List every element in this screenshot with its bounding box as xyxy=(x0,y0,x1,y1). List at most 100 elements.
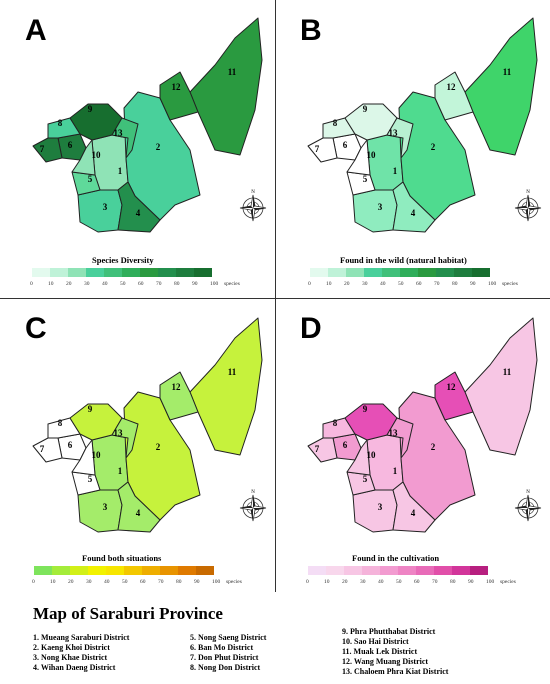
panel-d-caption: Found in the cultivation xyxy=(352,553,440,563)
legend-tick: 70 xyxy=(158,579,164,585)
district-3-region xyxy=(352,489,398,533)
legend-swatch-3 xyxy=(88,566,106,575)
district-9-number: 9 xyxy=(88,404,93,414)
district-6-number: 6 xyxy=(343,140,348,150)
panel-d-legend xyxy=(308,566,488,575)
panel-c-caption: Found both situations xyxy=(82,553,162,563)
district-12-region xyxy=(434,371,474,421)
panel-d-letter: D xyxy=(300,312,322,345)
district-4-number: 4 xyxy=(411,508,416,518)
district-11-region xyxy=(464,317,538,456)
legend-swatch-6 xyxy=(142,566,160,575)
legend-tick: 10 xyxy=(326,281,332,287)
legend-swatch-0 xyxy=(310,268,328,277)
district-12-region xyxy=(159,71,199,121)
district-8-number: 8 xyxy=(58,418,63,428)
district-4-number: 4 xyxy=(411,208,416,218)
legend-swatch-5 xyxy=(400,268,418,277)
district-2-number: 2 xyxy=(431,442,436,452)
district-11-number: 11 xyxy=(228,367,237,377)
legend-swatch-1 xyxy=(52,566,70,575)
legend-tick: 80 xyxy=(450,579,456,585)
district-12-number: 12 xyxy=(447,82,457,92)
legend-swatch-7 xyxy=(158,268,176,277)
legend-tick: 20 xyxy=(344,281,350,287)
district-8-number: 8 xyxy=(333,418,338,428)
district-6-number: 6 xyxy=(343,440,348,450)
district-13-region xyxy=(111,417,139,459)
district-10-number: 10 xyxy=(367,450,377,460)
compass-north-label: N xyxy=(251,490,255,495)
compass-icon: N xyxy=(514,490,542,522)
legend-tick: 50 xyxy=(398,281,404,287)
legend-tick: 10 xyxy=(48,281,54,287)
district-8-number: 8 xyxy=(333,118,338,128)
district-5-number: 5 xyxy=(88,474,93,484)
district-4-number: 4 xyxy=(136,508,141,518)
district-10-number: 10 xyxy=(92,150,102,160)
panel-a-legend-ticks: 0 10 20 30 40 50 60 70 80 90 100 species xyxy=(30,281,240,289)
legend-tick: 10 xyxy=(324,579,330,585)
district-3-region xyxy=(77,189,123,233)
district-4-number: 4 xyxy=(136,208,141,218)
legend-swatch-8 xyxy=(178,566,196,575)
legend-swatch-7 xyxy=(434,566,452,575)
district-2-region xyxy=(398,91,476,221)
legend-tick: 80 xyxy=(452,281,458,287)
panel-a-caption: Species Diversity xyxy=(92,255,154,265)
district-4-region xyxy=(392,181,436,233)
district-11-number: 11 xyxy=(503,67,512,77)
district-11-number: 11 xyxy=(503,367,512,377)
legend-tick: 30 xyxy=(360,579,366,585)
district-1-number: 1 xyxy=(118,466,123,476)
legend-tick: 80 xyxy=(176,579,182,585)
district-list-item: 10. Sao Hai District xyxy=(342,637,409,646)
district-12-number: 12 xyxy=(172,82,182,92)
legend-swatch-1 xyxy=(50,268,68,277)
legend-tick: 90 xyxy=(470,281,476,287)
district-11-number: 11 xyxy=(228,67,237,77)
district-list-item: 4. Wihan Daeng District xyxy=(33,663,116,672)
district-7-number: 7 xyxy=(315,144,320,154)
legend-tick: 100 xyxy=(486,579,495,585)
legend-tick: 70 xyxy=(432,579,438,585)
legend-tick: 0 xyxy=(306,579,309,585)
compass-icon: N xyxy=(239,190,267,222)
district-list-item: 6. Ban Mo District xyxy=(190,643,254,652)
district-13-number: 13 xyxy=(114,128,124,138)
district-2-region xyxy=(398,391,476,521)
district-3-number: 3 xyxy=(103,502,108,512)
legend-tick: 10 xyxy=(50,579,56,585)
district-10-region xyxy=(346,139,371,176)
district-5-number: 5 xyxy=(88,174,93,184)
district-10-number: 10 xyxy=(92,450,102,460)
district-2-region xyxy=(123,391,201,521)
panel-b-legend-ticks: 0 10 20 30 40 50 60 70 80 90 100 species xyxy=(308,281,518,289)
district-7-region xyxy=(32,137,63,163)
district-9-number: 9 xyxy=(363,404,368,414)
district-7-region xyxy=(307,137,338,163)
legend-tick: 90 xyxy=(192,281,198,287)
panel-c-legend xyxy=(34,566,214,575)
compass-north-label: N xyxy=(526,490,530,495)
legend-swatch-8 xyxy=(452,566,470,575)
legend-tick: 70 xyxy=(156,281,162,287)
legend-swatch-5 xyxy=(124,566,142,575)
district-8-number: 8 xyxy=(58,118,63,128)
legend-tick: 60 xyxy=(140,579,146,585)
legend-swatch-3 xyxy=(364,268,382,277)
legend-swatch-6 xyxy=(416,566,434,575)
district-11-region xyxy=(464,17,538,156)
legend-swatch-0 xyxy=(308,566,326,575)
legend-tick: 90 xyxy=(468,579,474,585)
district-7-number: 7 xyxy=(40,444,45,454)
legend-tick: 20 xyxy=(66,281,72,287)
legend-swatch-6 xyxy=(418,268,436,277)
district-2-region xyxy=(123,91,201,221)
district-10-region xyxy=(346,439,371,476)
district-11-region xyxy=(189,317,263,456)
district-3-number: 3 xyxy=(103,202,108,212)
district-6-number: 6 xyxy=(68,140,73,150)
